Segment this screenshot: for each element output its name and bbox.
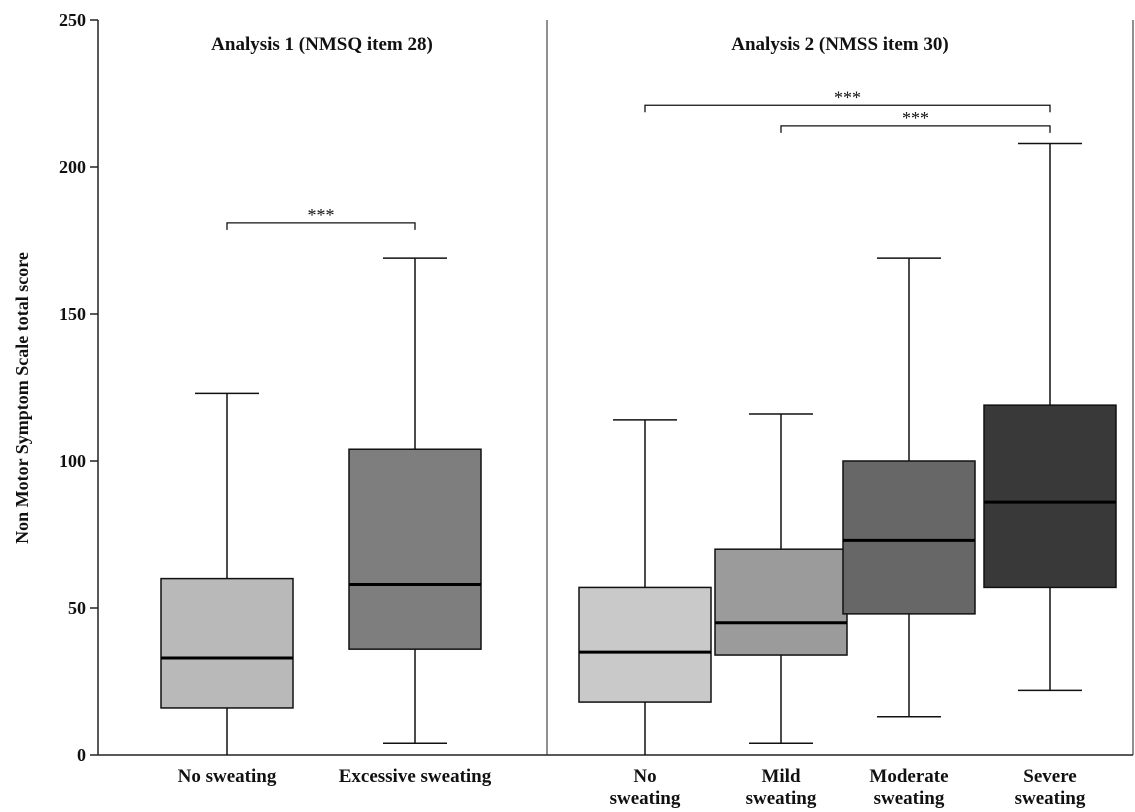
y-tick-label-100: 100 [59, 451, 86, 471]
bracket-line [226, 222, 416, 230]
panel-1: Analysis 1 (NMSQ item 28) No sweating Exce… [160, 34, 492, 787]
significance-label: *** [308, 205, 335, 225]
box-iqr [160, 577, 294, 709]
box-1-1: No sweating [160, 392, 294, 787]
significance-bracket-2-2: *** [780, 108, 1051, 133]
category-label: No sweating [178, 766, 277, 787]
y-tick-label-150: 150 [59, 304, 86, 324]
bracket-line [780, 125, 1051, 133]
panel-2: Analysis 2 (NMSS item 30) No sweating Mild s… [578, 34, 1117, 809]
bracket-line [644, 104, 1051, 113]
box-iqr [983, 404, 1117, 589]
box-iqr [842, 460, 976, 615]
axes: 0 50 100 150 200 250 [59, 10, 1134, 765]
category-label: Severe sweating [1015, 766, 1086, 809]
y-tick-label-200: 200 [59, 157, 86, 177]
category-label: Moderate sweating [869, 766, 948, 809]
y-axis-label: Non Motor Symptom Scale total score [12, 252, 32, 544]
box-iqr [714, 548, 848, 656]
box-2-2: Mild sweating [714, 413, 848, 809]
y-tick-label-250: 250 [59, 10, 86, 30]
category-label: Mild sweating [746, 766, 817, 809]
box-2-3: Moderate sweating [842, 257, 976, 809]
significance-bracket-2-1: *** [644, 87, 1051, 113]
panel-title-1: Analysis 1 (NMSQ item 28) [211, 34, 433, 55]
y-tick-label-0: 0 [77, 745, 86, 765]
panel-title-2: Analysis 2 (NMSS item 30) [731, 34, 948, 55]
category-label: Excessive sweating [339, 766, 492, 787]
box-iqr [578, 586, 712, 703]
y-tick-label-50: 50 [68, 598, 86, 618]
significance-label: *** [902, 108, 929, 128]
box-iqr [348, 448, 482, 650]
box-1-2: Excessive sweating [339, 257, 492, 787]
significance-bracket-1-1: *** [226, 205, 416, 230]
box-2-1: No sweating [578, 419, 712, 809]
significance-label: *** [834, 87, 861, 107]
box-2-4: Severe sweating [983, 142, 1117, 809]
category-label: No sweating [610, 766, 681, 809]
panels: Analysis 1 (NMSQ item 28) No sweating Exce… [160, 34, 1117, 809]
